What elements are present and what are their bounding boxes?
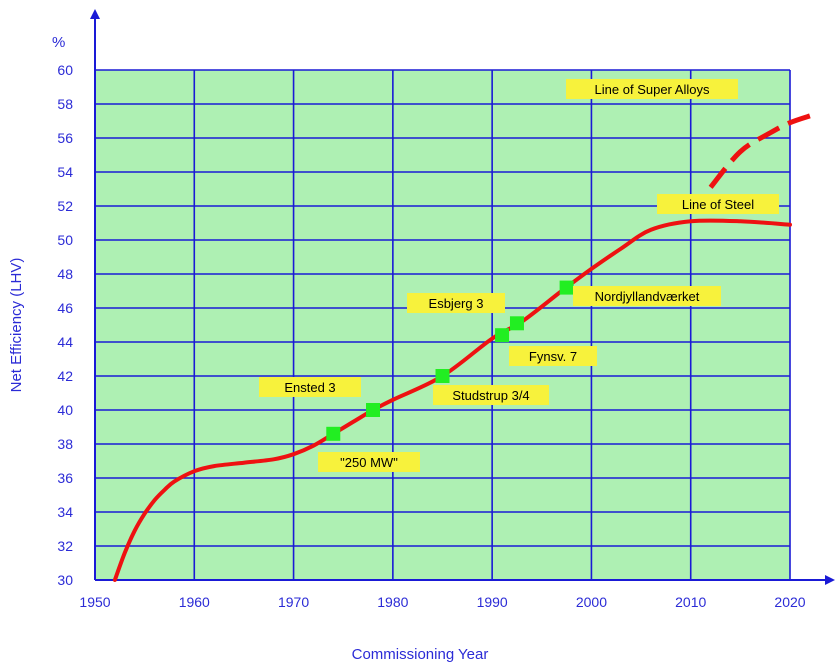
y-tick-labels: 30 32 34 36 38 40 42 44 46 48 50 52 54 56 58 60	[57, 62, 73, 588]
y-tick-label: 32	[57, 538, 73, 554]
y-tick-label: 60	[57, 62, 73, 78]
y-tick-label: 56	[57, 130, 73, 146]
y-tick-label: 36	[57, 470, 73, 486]
label-text: Line of Steel	[682, 197, 754, 212]
label-fynsv-7: Fynsv. 7	[509, 346, 597, 366]
x-tick-labels: 1950 1960 1970 1980 1990 2000 2010 2020	[79, 594, 805, 610]
super-alloys-line	[708, 113, 811, 189]
y-tick-label: 40	[57, 402, 73, 418]
plant-marker	[435, 369, 450, 383]
plant-marker	[366, 403, 380, 417]
y-tick-label: 46	[57, 300, 73, 316]
label-box	[657, 194, 779, 214]
x-tick-label: 2020	[774, 594, 805, 610]
label-text: Fynsv. 7	[529, 349, 577, 364]
y-tick-label: 48	[57, 266, 73, 282]
label-studstrup: Studstrup 3/4	[433, 385, 549, 405]
label-250mw: "250 MW"	[318, 452, 420, 472]
y-tick-label: 44	[57, 334, 73, 350]
grid-lines	[94, 69, 791, 581]
label-box	[566, 79, 738, 99]
label-text: Esbjerg 3	[429, 296, 484, 311]
label-box	[407, 293, 505, 313]
y-unit-label: %	[52, 34, 65, 51]
plant-markers	[326, 280, 574, 441]
x-tick-label: 2000	[576, 594, 607, 610]
plant-marker	[495, 328, 510, 343]
label-line-of-super-alloys: Line of Super Alloys	[566, 79, 738, 99]
plant-marker	[509, 316, 524, 331]
label-esbjerg-3: Esbjerg 3	[407, 293, 505, 313]
annotation-labels: "250 MW" Ensted 3 Studstrup 3/4 Esbjerg 3 Fy…	[259, 79, 779, 472]
y-tick-label: 50	[57, 232, 73, 248]
x-tick-label: 1950	[79, 594, 110, 610]
label-box	[259, 377, 361, 397]
plant-marker	[326, 426, 341, 441]
x-tick-label: 1990	[477, 594, 508, 610]
label-text: Studstrup 3/4	[452, 388, 529, 403]
x-tick-label: 1970	[278, 594, 309, 610]
label-text: "250 MW"	[340, 455, 398, 470]
plant-marker	[559, 280, 574, 295]
y-tick-label: 38	[57, 436, 73, 452]
label-nordjyllandsvaerket: Nordjyllandværket	[573, 286, 721, 306]
y-tick-label: 52	[57, 198, 73, 214]
label-line-of-steel: Line of Steel	[657, 194, 779, 214]
axes	[90, 9, 835, 585]
x-tick-label: 2010	[675, 594, 706, 610]
y-tick-label: 42	[57, 368, 73, 384]
y-tick-label: 30	[57, 572, 73, 588]
label-text: Nordjyllandværket	[595, 289, 700, 304]
y-tick-label: 58	[57, 96, 73, 112]
label-text: Line of Super Alloys	[595, 82, 710, 97]
y-axis-title: Net Efficiency (LHV)	[8, 258, 25, 393]
label-box	[318, 452, 420, 472]
plot-background	[95, 70, 790, 580]
x-axis-title: Commissioning Year	[352, 646, 489, 663]
y-tick-label: 34	[57, 504, 73, 520]
label-text: Ensted 3	[284, 380, 335, 395]
label-ensted-3: Ensted 3	[259, 377, 361, 397]
x-tick-label: 1960	[179, 594, 210, 610]
label-box	[509, 346, 597, 366]
label-box	[573, 286, 721, 306]
label-box	[433, 385, 549, 405]
y-tick-label: 54	[57, 164, 73, 180]
x-tick-label: 1980	[377, 594, 408, 610]
